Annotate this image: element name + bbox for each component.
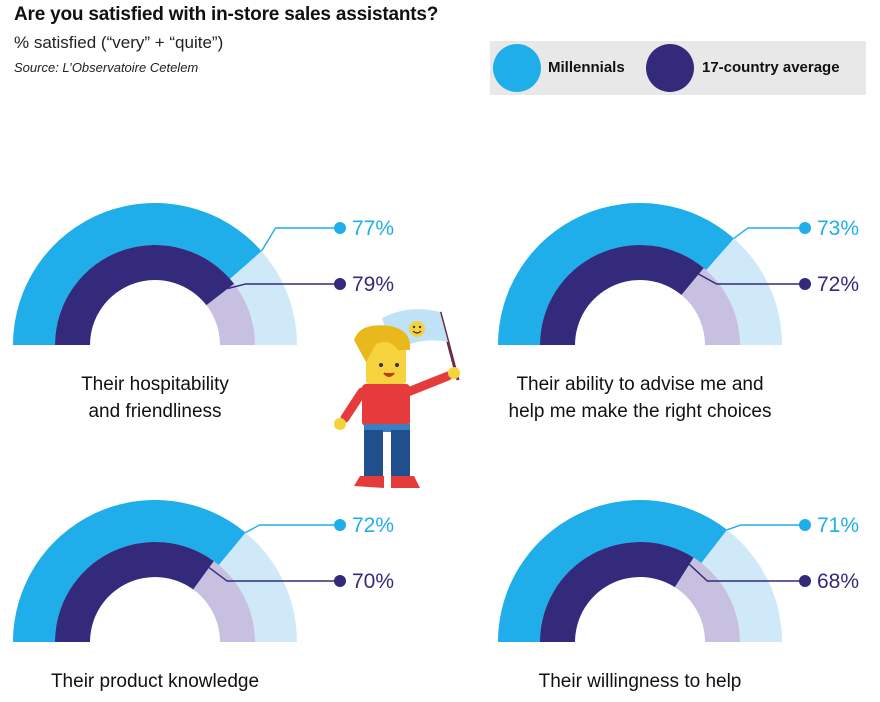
chart-title: Are you satisfied with in-store sales as… — [14, 4, 439, 25]
caption-line: Their ability to advise me and — [516, 374, 764, 395]
average-value-label: 70% — [352, 570, 394, 593]
average-marker — [799, 278, 811, 290]
millennials-arc — [498, 202, 734, 345]
caption-advise: Their ability to advise me and help me m… — [490, 371, 790, 425]
chart-source: Source: L’Observatoire Cetelem — [14, 60, 199, 75]
average-leader-line — [208, 567, 340, 582]
average-leader-line — [227, 283, 340, 290]
average-arc — [540, 542, 694, 642]
millennials-arc — [13, 499, 246, 642]
chart-subtitle: % satisfied (“very” + “quite”) — [14, 33, 224, 52]
average-value-label: 68% — [817, 570, 859, 593]
caption-willingness: Their willingness to help — [500, 668, 780, 695]
average-marker — [334, 278, 346, 290]
millennials-arc — [13, 202, 262, 345]
millennials-leader-line — [245, 524, 340, 534]
caption-line: help me make the right choices — [508, 401, 772, 422]
millennials-leader-line — [260, 227, 340, 252]
millennials-marker — [799, 222, 811, 234]
millennials-marker — [334, 519, 346, 531]
caption-line: Their willingness to help — [538, 671, 742, 692]
millennials-value-label: 72% — [352, 514, 394, 537]
millennials-value-label: 77% — [352, 217, 394, 240]
average-value-label: 72% — [817, 273, 859, 296]
caption-line: and friendliness — [88, 401, 222, 422]
legend-average-label: 17-country average — [702, 59, 840, 76]
legend: Millennials 17-country average — [490, 41, 866, 95]
legend-average-swatch — [646, 44, 694, 92]
average-arc — [540, 245, 704, 345]
caption-line: Their product knowledge — [50, 671, 260, 692]
millennials-value-label: 73% — [817, 217, 859, 240]
average-arc — [55, 245, 235, 345]
mascot-illustration — [334, 309, 460, 488]
average-marker — [799, 575, 811, 587]
millennials-arc — [498, 500, 728, 642]
millennials-value-label: 71% — [817, 514, 859, 537]
average-marker — [334, 575, 346, 587]
caption-line: Their hospitability — [81, 374, 229, 395]
legend-millennials-swatch — [493, 44, 541, 92]
average-value-label: 79% — [352, 273, 394, 296]
millennials-marker — [799, 519, 811, 531]
millennials-marker — [334, 222, 346, 234]
average-leader-line — [688, 563, 805, 582]
millennials-leader-line — [726, 524, 805, 531]
millennials-leader-line — [733, 227, 805, 240]
average-leader-line — [698, 273, 805, 285]
average-arc — [55, 542, 214, 642]
legend-millennials-label: Millennials — [548, 59, 625, 76]
caption-product-knowledge: Their product knowledge — [30, 668, 280, 695]
caption-hospitability: Their hospitability and friendliness — [30, 371, 280, 425]
